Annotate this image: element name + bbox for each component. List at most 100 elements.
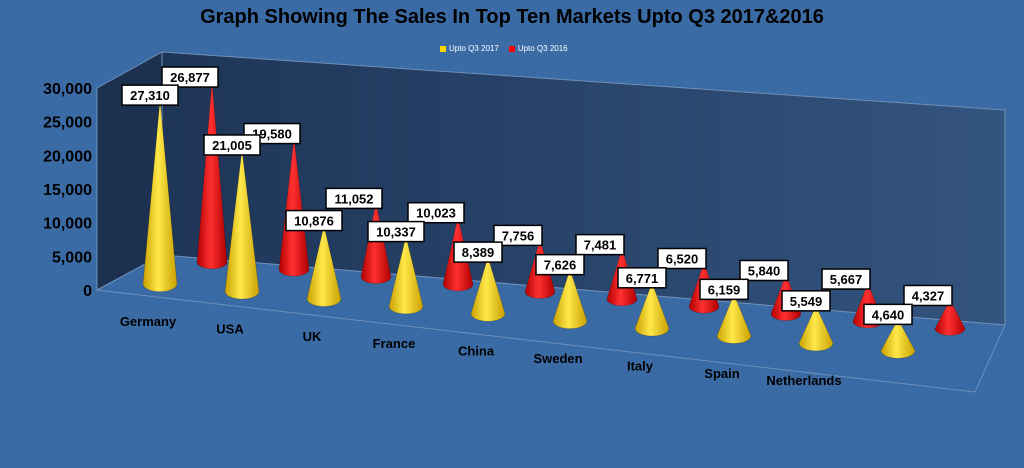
data-label-text-2017: 4,640 — [872, 307, 905, 322]
data-label-2017: 27,310 — [121, 84, 179, 106]
cone-2017 — [306, 225, 342, 307]
data-label-text-2016: 10,023 — [416, 206, 456, 221]
cone-body-2017 — [142, 100, 178, 292]
data-label-2017: 10,337 — [367, 220, 425, 243]
chart-title: Graph Showing The Sales In Top Ten Marke… — [200, 6, 824, 28]
x-tick-label: Netherlands — [766, 373, 841, 388]
data-label-text-2016: 5,667 — [830, 272, 863, 287]
data-label-2017: 5,549 — [781, 290, 831, 312]
legend-item-2016: Upto Q3 2016 — [508, 44, 568, 53]
cone-2016 — [360, 202, 392, 284]
cone-body-2017 — [470, 256, 506, 322]
data-label-2016: 5,667 — [821, 268, 871, 290]
data-label-2017: 8,389 — [453, 241, 503, 263]
data-label-box-2016 — [739, 259, 789, 282]
data-label-text-2017: 6,159 — [708, 282, 741, 297]
data-label-text-2016: 7,756 — [502, 228, 535, 243]
data-label-box-2016 — [407, 201, 465, 224]
data-label-text-2017: 10,337 — [376, 225, 416, 240]
data-label-2017: 10,876 — [285, 209, 343, 232]
data-label-2017: 6,159 — [699, 278, 749, 301]
cone-2016 — [196, 81, 228, 270]
data-label-text-2016: 26,877 — [170, 70, 210, 85]
data-label-box-2017 — [535, 253, 585, 276]
x-tick-label: UK — [303, 329, 322, 344]
y-tick-label: 30,000 — [43, 81, 92, 98]
data-label-box-2017 — [367, 220, 425, 243]
y-tick-label: 20,000 — [43, 148, 92, 165]
x-tick-label: China — [458, 344, 495, 359]
data-label-text-2016: 11,052 — [334, 191, 373, 206]
data-label-2016: 10,023 — [407, 201, 465, 224]
data-label-box-2017 — [781, 290, 831, 312]
data-label-box-2016 — [575, 233, 625, 256]
cone-2017 — [142, 100, 178, 292]
data-label-2017: 21,005 — [203, 134, 261, 156]
data-label-text-2017: 7,626 — [544, 258, 577, 273]
cone-2017 — [634, 281, 670, 337]
y-tick-label: 15,000 — [43, 182, 92, 199]
cone-body-2017 — [880, 318, 916, 359]
cone-2017 — [880, 318, 916, 359]
data-label-box-2017 — [203, 134, 261, 156]
cone-body-2017 — [306, 225, 342, 307]
data-label-text-2016: 6,520 — [666, 251, 699, 266]
data-label-2016: 4,327 — [903, 284, 953, 307]
cone-body-2017 — [798, 305, 834, 352]
cone-2017 — [388, 236, 424, 315]
data-label-box-2016 — [493, 224, 543, 247]
data-label-2016: 5,840 — [739, 259, 789, 282]
legend-label-2017: Upto Q3 2017 — [449, 44, 499, 53]
data-label-text-2017: 8,389 — [462, 245, 495, 260]
legend: Upto Q3 2017 Upto Q3 2016 — [440, 44, 568, 53]
data-label-box-2016 — [161, 66, 219, 88]
data-label-2017: 4,640 — [863, 303, 913, 326]
x-tick-label: Spain — [704, 366, 739, 381]
cone-body-2017 — [716, 293, 752, 344]
data-label-2016: 26,877 — [161, 66, 219, 88]
data-label-text-2017: 10,876 — [294, 214, 334, 229]
x-tick-label: Sweden — [533, 351, 582, 366]
data-label-2017: 7,626 — [535, 253, 585, 276]
data-label-text-2017: 6,771 — [626, 271, 659, 286]
data-label-box-2016 — [657, 247, 707, 270]
cone-2017 — [552, 268, 588, 329]
legend-label-2016: Upto Q3 2016 — [517, 44, 568, 53]
data-label-box-2016 — [903, 284, 953, 307]
x-tick-label: USA — [216, 321, 244, 336]
y-tick-label: 10,000 — [43, 216, 92, 233]
data-label-box-2017 — [699, 278, 749, 301]
data-label-box-2017 — [453, 241, 503, 263]
cone-2017 — [470, 256, 506, 322]
cone-body-2016 — [360, 202, 392, 284]
data-label-text-2017: 5,549 — [790, 294, 823, 309]
cone-body-2017 — [552, 268, 588, 329]
data-label-box-2017 — [285, 209, 343, 232]
data-label-text-2017: 27,310 — [130, 88, 170, 103]
data-label-box-2017 — [121, 84, 179, 106]
data-label-box-2017 — [863, 303, 913, 326]
cone-body-2017 — [388, 236, 424, 315]
data-label-box-2016 — [821, 268, 871, 290]
data-label-2016: 11,052 — [325, 187, 383, 210]
data-label-box-2017 — [617, 267, 667, 289]
y-tick-label: 0 — [83, 283, 92, 300]
data-label-text-2017: 21,005 — [212, 138, 252, 153]
data-label-box-2016 — [325, 187, 383, 210]
legend-swatch-2017 — [440, 45, 446, 52]
cone-body-2016 — [278, 137, 310, 277]
data-label-text-2016: 19,580 — [252, 127, 292, 142]
data-label-2016: 7,756 — [493, 224, 543, 247]
x-tick-label: Italy — [627, 358, 654, 373]
y-tick-label: 5,000 — [52, 249, 92, 266]
data-label-2016: 7,481 — [575, 233, 625, 256]
cone-body-2016 — [934, 298, 966, 336]
x-tick-label: France — [373, 336, 416, 351]
cone-body-2016 — [196, 81, 228, 270]
legend-swatch-2016 — [508, 45, 515, 52]
cone-body-2017 — [224, 149, 260, 300]
cone-2017 — [716, 293, 752, 344]
data-label-2016: 6,520 — [657, 247, 707, 270]
